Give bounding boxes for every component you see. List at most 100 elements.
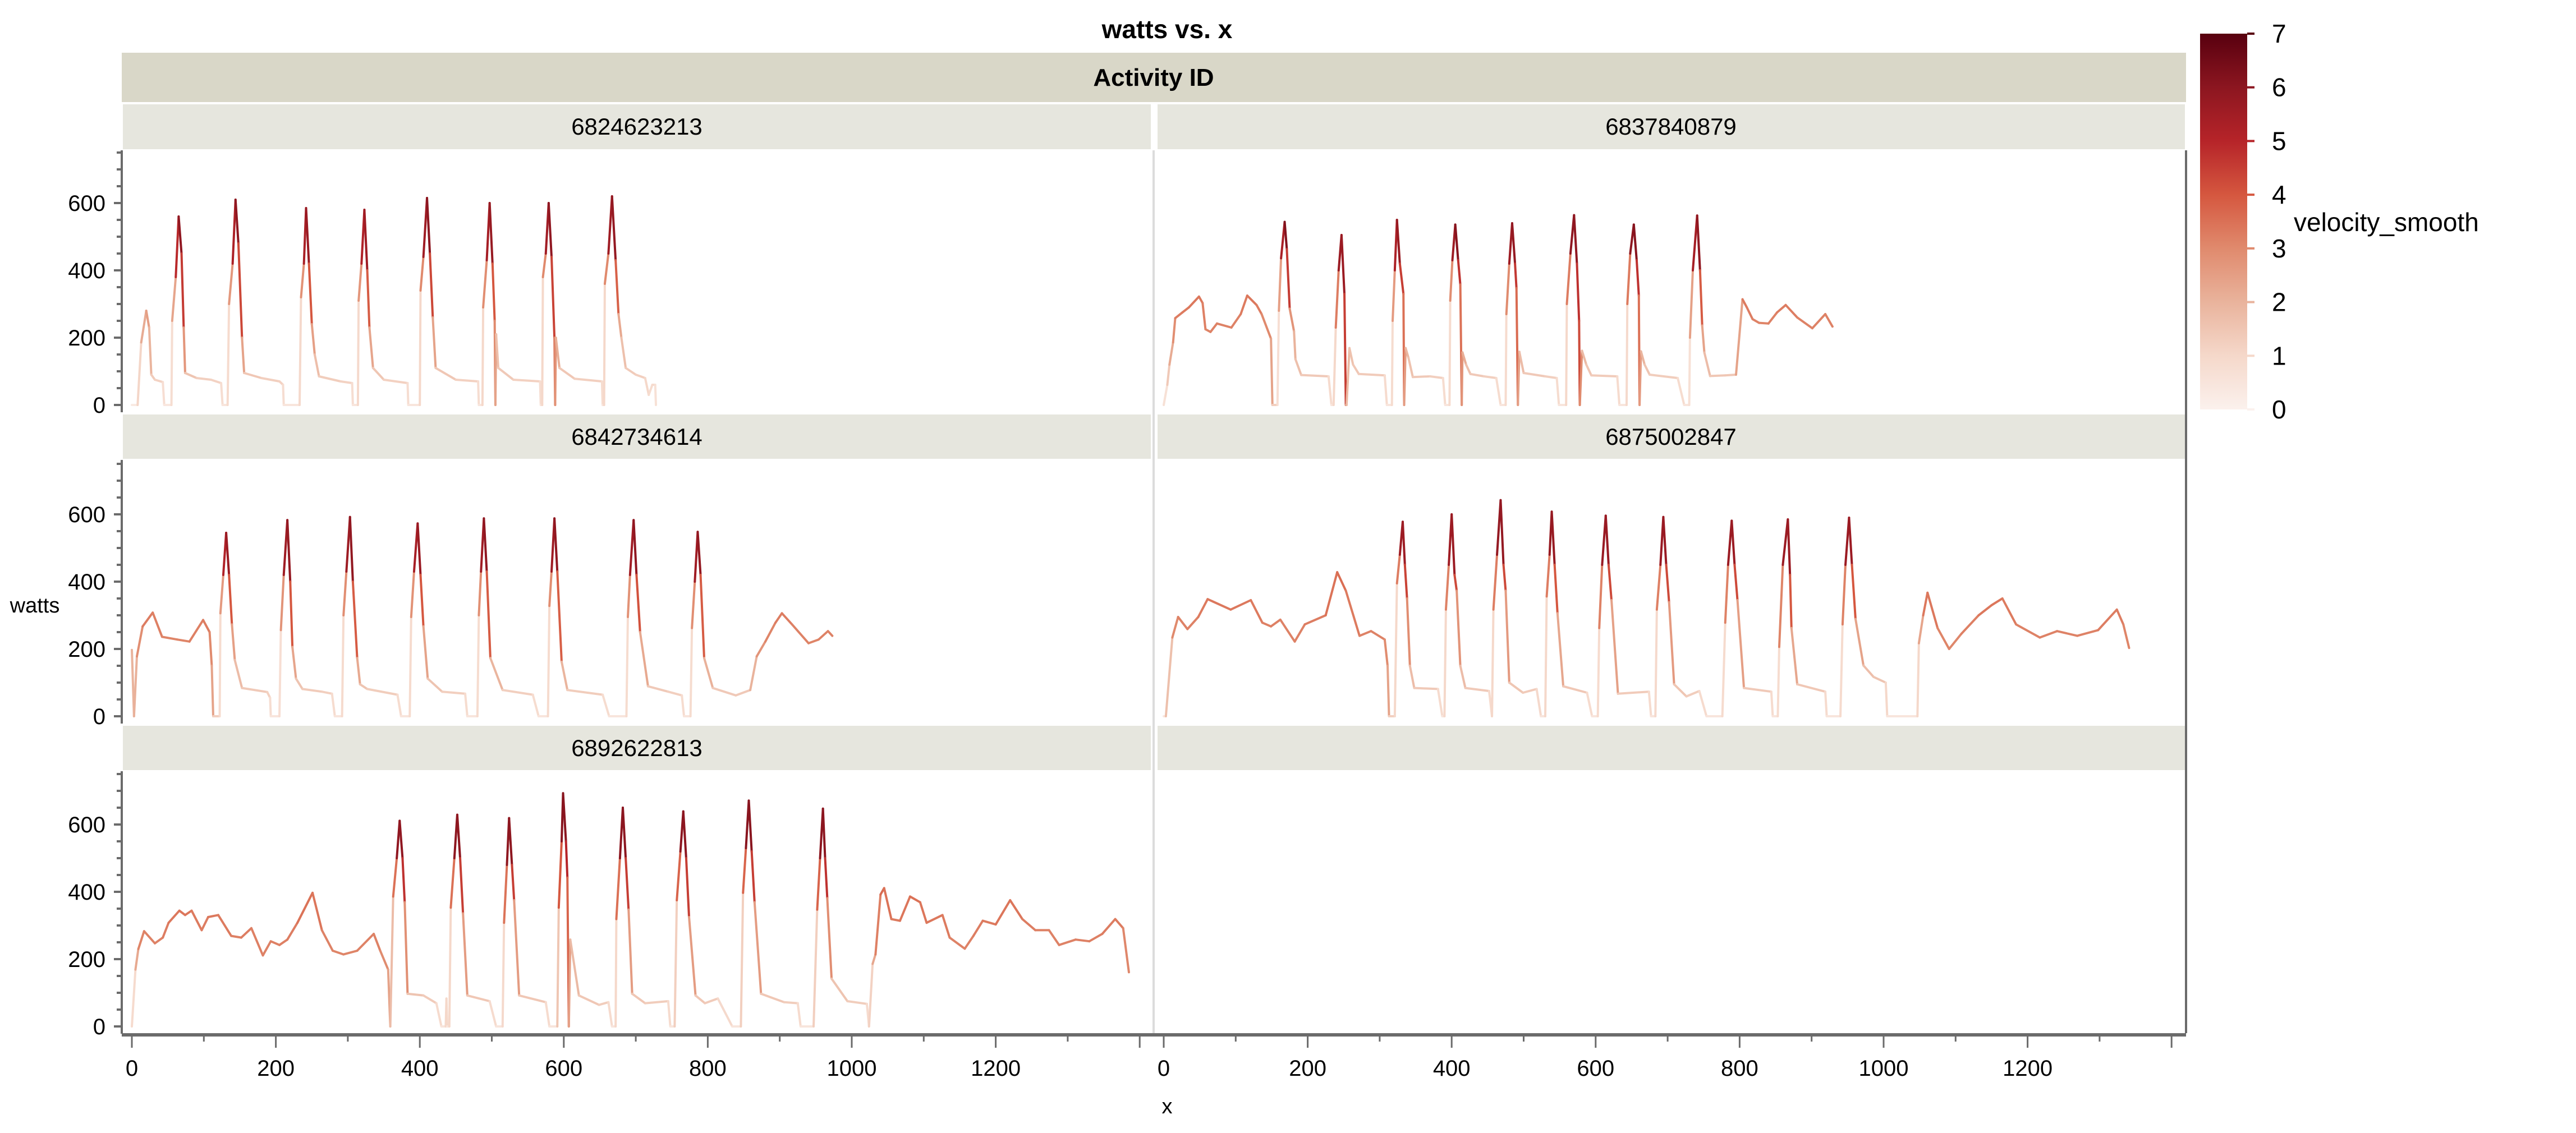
facet-band-label: Activity ID xyxy=(1093,64,1214,91)
colorbar-title: velocity_smooth xyxy=(2294,208,2479,237)
line-segment xyxy=(644,1000,669,1005)
line-segment xyxy=(476,614,480,717)
line-segment xyxy=(1643,363,1651,376)
line-segment xyxy=(1545,554,1551,598)
line-segment xyxy=(753,901,763,995)
line-segment xyxy=(422,625,429,680)
line-segment xyxy=(202,619,211,633)
line-segment xyxy=(1406,597,1411,667)
line-segment xyxy=(512,379,541,383)
line-segment xyxy=(764,621,777,643)
line-segment xyxy=(1688,337,1691,406)
line-segment xyxy=(1058,938,1077,946)
line-segment xyxy=(1696,214,1701,271)
line-segment xyxy=(330,692,336,717)
line-segment xyxy=(454,379,480,383)
line-segment xyxy=(132,655,138,717)
line-segment xyxy=(1469,372,1485,377)
line-segment xyxy=(1504,313,1508,406)
line-segment xyxy=(704,997,719,1005)
line-segment xyxy=(351,581,359,660)
line-segment xyxy=(269,940,281,946)
line-segment xyxy=(622,807,627,859)
line-segment xyxy=(398,819,404,859)
line-segment xyxy=(406,992,425,997)
line-segment xyxy=(1278,257,1283,312)
line-segment xyxy=(573,377,603,383)
line-segment xyxy=(1270,618,1282,628)
line-segment xyxy=(1640,350,1646,366)
line-segment xyxy=(824,857,829,900)
line-segment xyxy=(1404,347,1410,359)
line-segment xyxy=(435,1002,443,1028)
chart-title: watts vs. x xyxy=(1101,15,1233,44)
facet-header-bg xyxy=(1158,414,2185,459)
line-segment xyxy=(459,857,465,915)
line-segment xyxy=(1607,564,1613,601)
line-segment xyxy=(867,962,874,1028)
x-tick-label: 200 xyxy=(1289,1056,1326,1081)
line-segment xyxy=(603,252,610,285)
x-tick-label: 1200 xyxy=(2003,1056,2052,1081)
colorbar-legend: 0 1 2 3 4 5 6 7 velocity_smooth xyxy=(2200,19,2479,424)
line-segment xyxy=(702,657,714,689)
line-segment xyxy=(1401,521,1406,566)
line-segment xyxy=(1698,690,1708,717)
line-segment xyxy=(972,919,984,937)
line-segment xyxy=(963,934,975,950)
line-segment xyxy=(1776,303,1787,314)
line-segment xyxy=(210,379,223,384)
line-segment xyxy=(1703,351,1711,377)
line-segment xyxy=(688,916,697,997)
line-segment xyxy=(1457,259,1462,286)
line-segment xyxy=(1787,518,1792,576)
line-segment xyxy=(648,384,654,396)
line-segment xyxy=(1441,377,1447,406)
line-segment xyxy=(356,933,375,952)
y-tick-label: 400 xyxy=(68,880,105,905)
line-segment xyxy=(1586,692,1594,717)
line-segment xyxy=(230,934,243,939)
line-segment xyxy=(429,252,434,319)
line-segment xyxy=(711,687,737,697)
line-segment xyxy=(1429,375,1444,379)
line-segment xyxy=(1556,612,1565,688)
line-segment xyxy=(1665,564,1670,604)
line-segment xyxy=(231,623,236,661)
line-segment xyxy=(456,813,462,859)
line-segment xyxy=(2038,630,2059,639)
line-segment xyxy=(830,977,849,1002)
line-segment xyxy=(1936,627,1950,650)
line-segment xyxy=(1590,374,1619,377)
line-segment xyxy=(1459,665,1467,689)
line-segment xyxy=(1510,222,1517,265)
line-segment xyxy=(632,519,638,576)
line-segment xyxy=(286,922,299,941)
line-segment xyxy=(206,914,219,918)
line-segment xyxy=(1464,687,1490,692)
line-segment xyxy=(154,379,164,384)
line-segment xyxy=(135,625,144,658)
line-segment xyxy=(783,1001,799,1005)
line-segment xyxy=(1449,259,1454,302)
line-segment xyxy=(483,517,488,573)
line-segment xyxy=(1164,636,1174,717)
line-segment xyxy=(760,992,786,1003)
line-segment xyxy=(1454,223,1459,261)
line-segment xyxy=(137,930,145,950)
line-segment xyxy=(1862,664,1875,678)
facet-headers: 6824623213 6837840879 6842734614 6875002… xyxy=(123,104,2185,770)
line-segment xyxy=(1746,306,1754,320)
line-segment xyxy=(564,840,569,879)
line-segment xyxy=(419,256,425,292)
line-segment xyxy=(416,522,422,576)
line-segment xyxy=(320,929,334,952)
facet-label-activity: 6875002847 xyxy=(1605,423,1737,450)
line-segment xyxy=(1654,608,1658,717)
line-segment xyxy=(1655,564,1662,611)
line-segment xyxy=(426,677,443,693)
line-segment xyxy=(151,611,163,638)
line-segment xyxy=(241,337,246,374)
line-segment xyxy=(228,262,234,305)
